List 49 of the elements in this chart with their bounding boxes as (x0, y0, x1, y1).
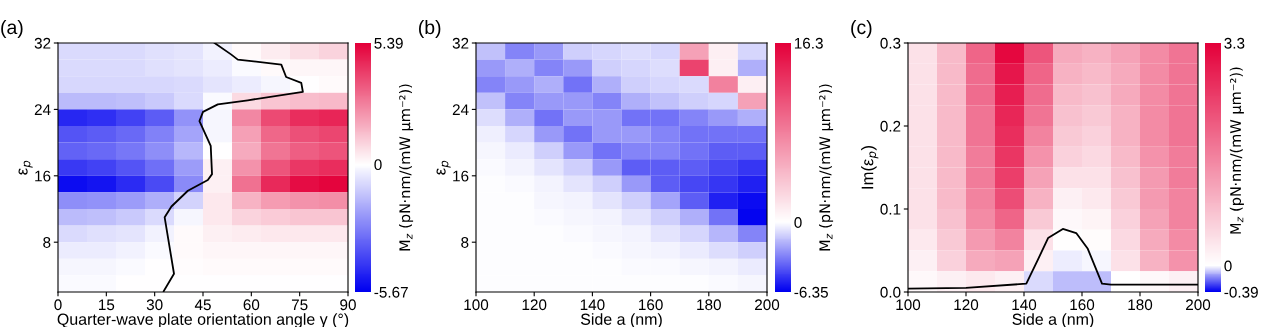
color-bar-label: -0.39 (1224, 286, 1258, 298)
x-tick-label: 0 (54, 299, 62, 311)
color-bar-label: -6.35 (794, 286, 828, 298)
x-tick-label: 200 (1186, 299, 1211, 311)
color-bar-title: M$_{z}$ (pN·nm/(mW μm⁻²)) (1229, 67, 1244, 234)
y-tick-label: 0.3 (880, 37, 901, 49)
color-bar-label: 0 (794, 217, 802, 228)
x-tick-label: 120 (522, 299, 547, 311)
chart-title: (c) (851, 19, 872, 39)
x-tick-label: 160 (639, 299, 663, 311)
y-tick-label: 8 (43, 237, 51, 248)
x-tick-label: 30 (146, 299, 163, 311)
color-bar-title: M$_{z}$ (pN·nm/(mW μm⁻²)) (399, 84, 414, 251)
color-bar-label: 16.3 (794, 37, 823, 49)
y-tick-label: 16 (453, 170, 469, 182)
chart-title: (b) (419, 19, 441, 39)
y-tick-label: 24 (452, 104, 469, 115)
x-tick-label: 180 (697, 299, 721, 311)
y-tick-label: 16 (35, 170, 51, 182)
color-bar-label: 3.3 (1224, 37, 1245, 49)
x-tick-label: 180 (1128, 299, 1153, 311)
x-tick-label: 100 (464, 299, 489, 311)
color-bar-label: 0 (374, 159, 382, 171)
color-bar-label: 5.39 (374, 37, 403, 49)
x-tick-label: 60 (243, 299, 260, 311)
x-tick-label: 140 (1012, 299, 1037, 311)
y-tick-label: 0.1 (880, 203, 901, 215)
y-tick-label: 32 (34, 37, 51, 49)
y-tick-label: 0.2 (880, 120, 901, 132)
y-tick-label: 32 (452, 37, 469, 49)
x-tick-label: 15 (99, 299, 115, 311)
y-axis-title: Im(ε$_{p}$) (861, 146, 879, 189)
y-tick-label: 24 (34, 104, 51, 115)
color-bar-label: 0 (1224, 260, 1232, 272)
y-axis-title: ε$_{p}$ (436, 160, 451, 175)
x-tick-label: 75 (291, 299, 308, 311)
chart-title: (a) (1, 19, 23, 39)
x-tick-label: 120 (954, 299, 979, 311)
color-bar-title: M$_{z}$ (pN·nm/(mW μm⁻²)) (819, 84, 834, 251)
x-tick-label: 90 (340, 299, 356, 311)
y-tick-label: 8 (461, 237, 469, 248)
y-tick-label: 0.0 (880, 286, 901, 298)
x-tick-label: 100 (896, 299, 921, 311)
color-bar-label: -5.67 (374, 286, 408, 298)
x-tick-label: 160 (1070, 299, 1095, 311)
x-tick-label: 200 (755, 299, 780, 311)
x-tick-label: 45 (194, 299, 211, 311)
x-tick-label: 140 (580, 299, 605, 311)
y-axis-title: ε$_{p}$ (18, 160, 33, 175)
